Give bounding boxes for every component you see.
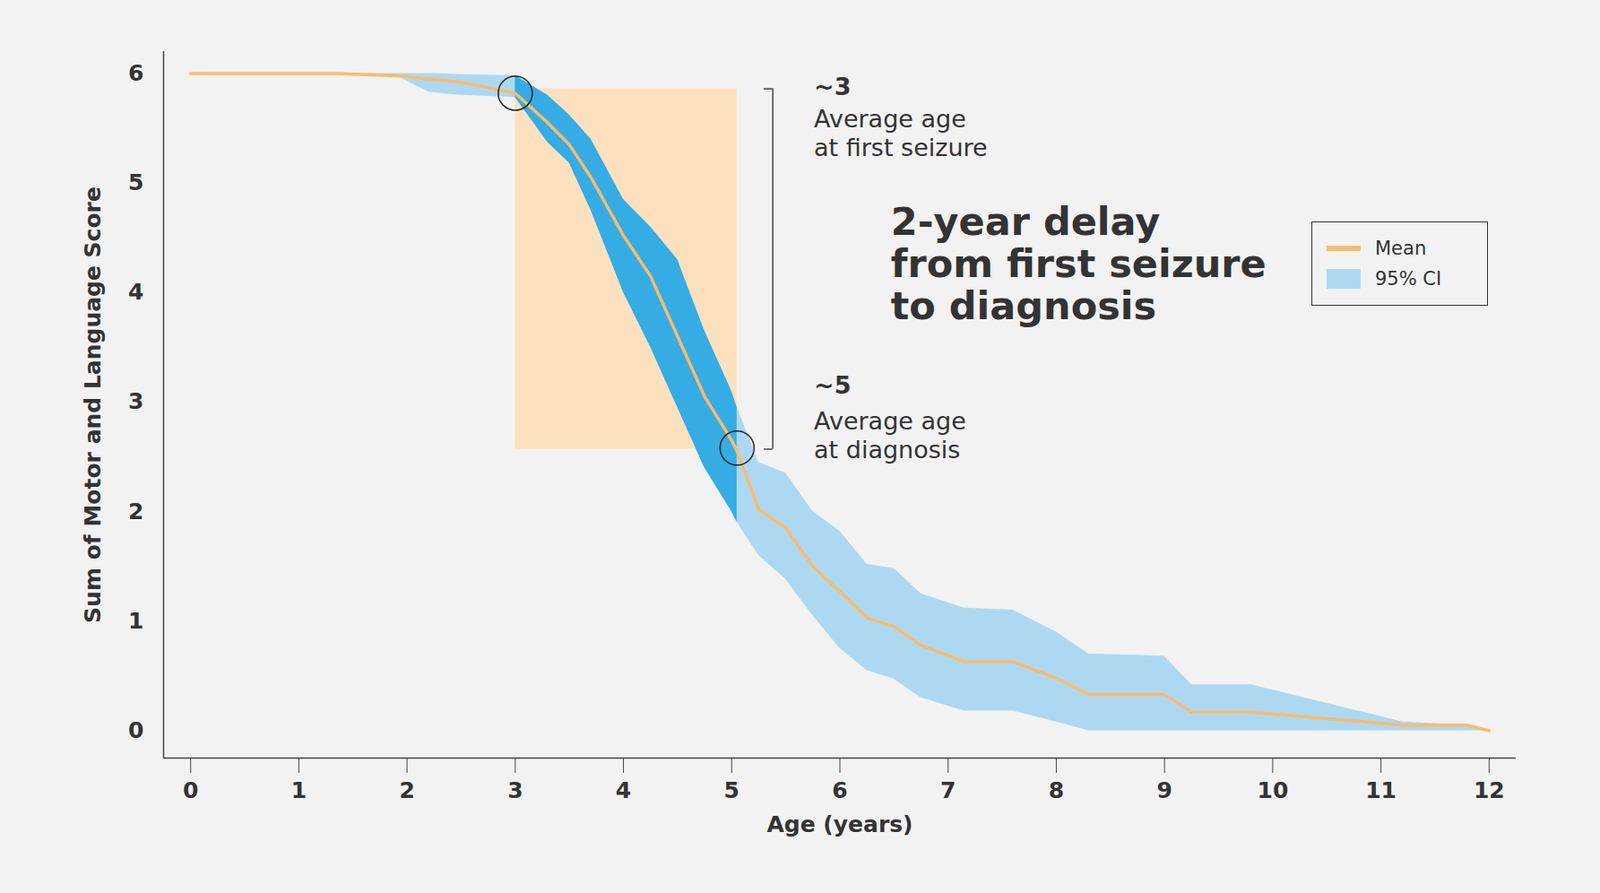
svg-text:0: 0 — [128, 717, 144, 744]
svg-text:~3: ~3 — [813, 72, 851, 101]
svg-text:7: 7 — [940, 777, 956, 804]
svg-text:3: 3 — [128, 388, 144, 415]
svg-text:11: 11 — [1365, 777, 1397, 804]
svg-text:4: 4 — [128, 278, 144, 305]
svg-text:2: 2 — [128, 498, 144, 525]
svg-text:6: 6 — [831, 777, 848, 804]
svg-text:2-year delayfrom first seizure: 2-year delayfrom first seizureto diagnos… — [890, 198, 1267, 329]
svg-text:6: 6 — [128, 60, 144, 87]
svg-text:2: 2 — [398, 777, 415, 804]
svg-text:~5: ~5 — [813, 371, 851, 399]
html-text:95% CI: 95% CI — [1375, 268, 1442, 290]
svg-text:Sum of Motor and Language Scor: Sum of Motor and Language Score — [79, 186, 106, 623]
svg-text:1: 1 — [291, 777, 307, 804]
svg-text:5: 5 — [128, 169, 144, 196]
svg-text:12: 12 — [1473, 777, 1505, 804]
svg-text:5: 5 — [724, 777, 740, 804]
svg-text:3: 3 — [507, 777, 523, 804]
svg-text:Age (years): Age (years) — [766, 811, 913, 838]
svg-text:8: 8 — [1048, 777, 1064, 804]
svg-text:0: 0 — [182, 777, 199, 804]
svg-text:Average ageat first seizure: Average ageat first seizure — [813, 104, 988, 162]
svg-text:9: 9 — [1156, 777, 1172, 804]
svg-text:Average ageat diagnosis: Average ageat diagnosis — [813, 406, 967, 464]
svg-text:1: 1 — [128, 607, 144, 634]
html-text:Mean: Mean — [1375, 237, 1427, 260]
svg-text:10: 10 — [1256, 777, 1289, 804]
svg-text:4: 4 — [615, 777, 632, 804]
